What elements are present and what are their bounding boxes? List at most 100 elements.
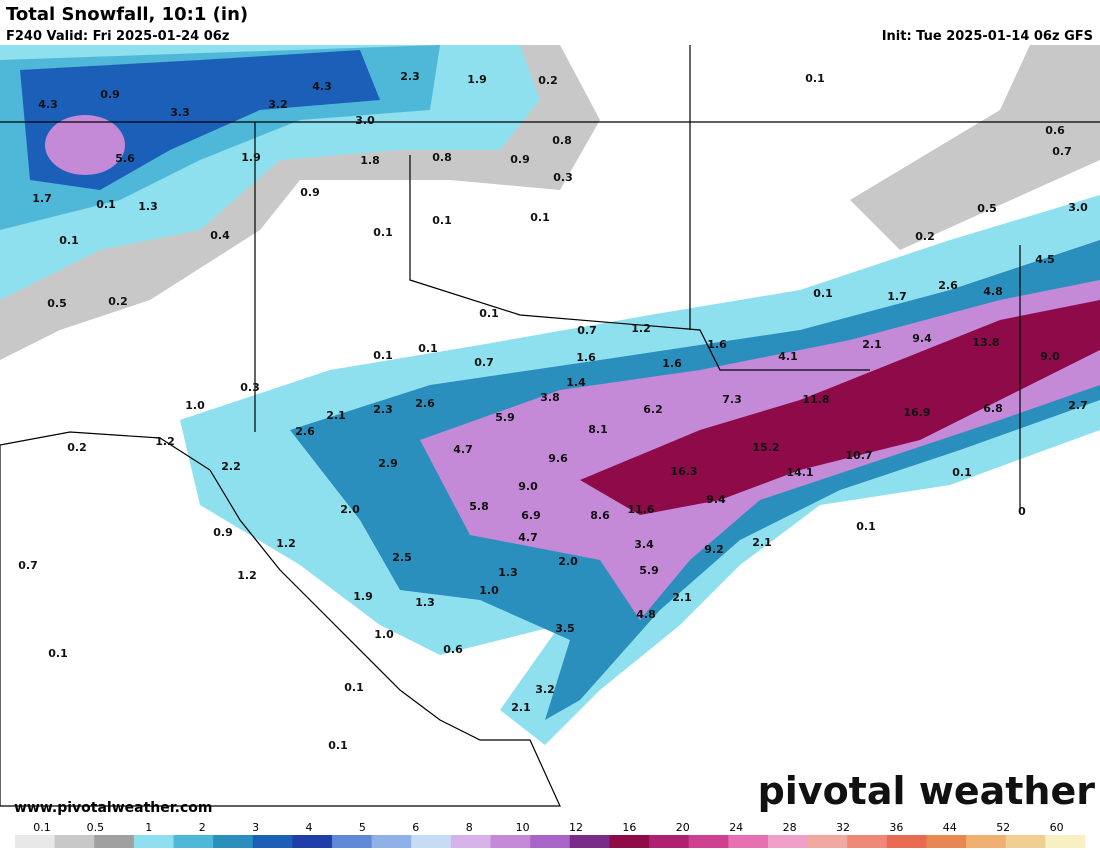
- snowfall-label: 9.2: [704, 543, 724, 556]
- snowfall-label: 0.9: [510, 153, 530, 166]
- snowfall-label: 2.1: [862, 338, 882, 351]
- snowfall-label: 2.0: [558, 555, 578, 568]
- snowfall-label: 0.2: [915, 230, 935, 243]
- legend-swatch: [371, 835, 412, 848]
- legend-swatch: [1005, 835, 1046, 848]
- snowfall-label: 0.1: [96, 198, 116, 211]
- snowfall-label: 0.5: [47, 297, 67, 310]
- legend-tick-label: 0.1: [33, 821, 51, 834]
- snowfall-label: 4.3: [312, 80, 332, 93]
- legend-tick-label: 36: [889, 821, 903, 834]
- snowfall-label: 0.1: [952, 466, 972, 479]
- snowfall-label: 4.7: [453, 443, 473, 456]
- snowfall-label: 3.4: [634, 538, 654, 551]
- snowfall-label: 14.1: [786, 466, 813, 479]
- legend-tick-label: 1: [145, 821, 152, 834]
- header-bar: [0, 0, 1100, 45]
- snowfall-label: 0.7: [18, 559, 38, 572]
- snowfall-label: 1.8: [360, 154, 380, 167]
- snowfall-label: 1.9: [353, 590, 373, 603]
- snowfall-label: 1.3: [415, 596, 435, 609]
- snowfall-label: 9.0: [1040, 350, 1060, 363]
- snowfall-label: 4.1: [778, 350, 798, 363]
- legend-swatch: [728, 835, 769, 848]
- legend-tick-label: 8: [466, 821, 473, 834]
- snowfall-label: 5.9: [495, 411, 515, 424]
- snowfall-label: 0.1: [373, 226, 393, 239]
- snowfall-label: 2.9: [378, 457, 398, 470]
- snowfall-label: 0.3: [553, 171, 573, 184]
- legend-swatch: [609, 835, 650, 848]
- snowfall-label: 4.3: [38, 98, 58, 111]
- legend-tick-label: 5: [359, 821, 366, 834]
- snowfall-label: 0.1: [530, 211, 550, 224]
- snowfall-label: 3.8: [540, 391, 560, 404]
- snowfall-label: 9.4: [912, 332, 932, 345]
- snowfall-label: 0.7: [577, 324, 597, 337]
- snowfall-labels: 4.3 0.9 3.3 3.2 4.3 2.3 1.9 0.2 0.1 5.6 3.0 1.9 1.8 0…: [18, 70, 1088, 752]
- snowfall-label: 1.6: [707, 338, 727, 351]
- snowfall-label: 1.7: [887, 290, 907, 303]
- legend-swatch: [54, 835, 95, 848]
- legend-tick-label: 6: [412, 821, 419, 834]
- snowfall-label: 4.8: [636, 608, 656, 621]
- legend-swatch: [15, 835, 56, 848]
- snowfall-label: 0.6: [1045, 124, 1065, 137]
- snowfall-label: 0.2: [67, 441, 87, 454]
- snowfall-label: 0.8: [552, 134, 572, 147]
- snowfall-label: 2.1: [752, 536, 772, 549]
- legend-swatch: [767, 835, 809, 848]
- snowfall-label: 8.6: [590, 509, 610, 522]
- snowfall-label: 0.4: [210, 229, 230, 242]
- init-time: Init: Tue 2025-01-14 06z GFS: [882, 29, 1093, 44]
- snowfall-label: 0.9: [213, 526, 233, 539]
- legend-tick-label: 10: [516, 821, 530, 834]
- snowfall-label: 10.7: [845, 449, 872, 462]
- snowfall-label: 15.2: [752, 441, 779, 454]
- snowfall-label: 0.7: [1052, 145, 1072, 158]
- snowfall-label: 7.3: [722, 393, 742, 406]
- snowfall-label: 1.2: [276, 537, 296, 550]
- snowfall-label: 0.1: [813, 287, 833, 300]
- legend-tick-label: 16: [622, 821, 636, 834]
- snowfall-label: 2.2: [221, 460, 241, 473]
- snowfall-label: 4.8: [983, 285, 1003, 298]
- legend-swatch: [133, 835, 175, 848]
- snowfall-label: 1.2: [631, 322, 651, 335]
- snowfall-label: 2.6: [415, 397, 435, 410]
- valid-time: F240 Valid: Fri 2025-01-24 06z: [6, 29, 229, 44]
- legend-swatch: [173, 835, 214, 848]
- snowfall-label: 1.9: [241, 151, 261, 164]
- snowfall-label: 3.0: [1068, 201, 1088, 214]
- snowfall-label: 2.6: [295, 425, 315, 438]
- legend-swatch: [332, 835, 373, 848]
- snowfall-label: 3.0: [355, 114, 375, 127]
- snowfall-label: 2.3: [373, 403, 393, 416]
- snowfall-label: 11.8: [802, 393, 829, 406]
- legend-tick-label: 60: [1050, 821, 1064, 834]
- legend-swatch: [530, 835, 571, 848]
- legend-swatch: [411, 835, 452, 848]
- legend-swatch: [649, 835, 690, 848]
- legend-tick-label: 24: [729, 821, 743, 834]
- snowfall-label: 3.3: [170, 106, 190, 119]
- snowfall-label: 0.1: [48, 647, 68, 660]
- legend-tick-label: 12: [569, 821, 583, 834]
- snowfall-label: 0.1: [344, 681, 364, 694]
- snowfall-label: 0.2: [108, 295, 128, 308]
- snowfall-label: 1.3: [138, 200, 158, 213]
- snowfall-label: 3.2: [268, 98, 288, 111]
- snowfall-label: 6.8: [983, 402, 1003, 415]
- legend-tick-label: 28: [783, 821, 797, 834]
- legend-swatch: [450, 835, 492, 848]
- snowfall-label: 2.7: [1068, 399, 1088, 412]
- legend: 0.1 0.5 1 2 3 4 5 6 8 10 12 16 20 24 28 32 36 44 52 60: [15, 821, 1086, 848]
- title: Total Snowfall, 10:1 (in): [6, 4, 248, 25]
- legend-swatch: [966, 835, 1007, 848]
- snowfall-label: 16.9: [903, 406, 930, 419]
- website: www.pivotalweather.com: [14, 800, 213, 816]
- snowfall-label: 0.5: [977, 202, 997, 215]
- legend-swatch: [807, 835, 848, 848]
